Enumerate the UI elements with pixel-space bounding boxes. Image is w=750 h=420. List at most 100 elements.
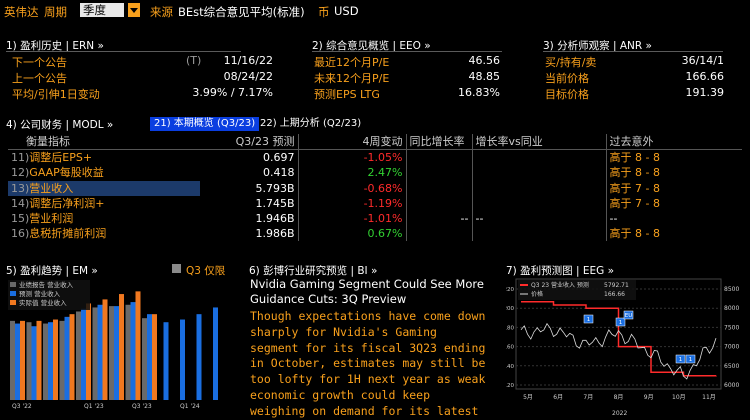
current-price-label: 当前价格 [545, 72, 589, 85]
bar-estimate [213, 307, 218, 400]
next-announce-flag: (T) [186, 54, 202, 67]
bar-actual [86, 303, 91, 400]
earnings-trend-header[interactable]: 5) 盈利趋势 | EM » [6, 265, 98, 277]
tab-previous-analysis[interactable]: 22) 上期分析 (Q2/23) [260, 118, 362, 129]
y-tick: 8000 [724, 305, 739, 312]
row-peer [471, 180, 606, 196]
x-tick: Q1 '23 [84, 403, 104, 410]
financials-header[interactable]: 4) 公司财务 | MODL » [6, 119, 114, 131]
row-yoy: -- [405, 211, 472, 227]
row-yoy [405, 149, 472, 166]
analyst-header[interactable]: 3) 分析师观察 | ANR » [543, 40, 652, 52]
legend-reported: 业绩报告 营业收入 [19, 280, 74, 289]
bar-reported [10, 320, 15, 400]
company-name: 英伟达 [4, 5, 39, 19]
target-price-label: 目标价格 [545, 88, 589, 101]
table-row[interactable]: 12)GAAP每股收益 0.418 2.47% 高于 8 - 8 [8, 165, 742, 181]
bar-reported [43, 323, 48, 400]
bar-actual [102, 299, 108, 400]
col-4wk-change[interactable]: 4周变动 [297, 134, 406, 151]
table-row[interactable]: 13)营业收入 5.793B -0.68% 高于 7 - 8 [8, 180, 742, 196]
table-row[interactable]: 14)调整后净利润+ 1.745B -1.19% 高于 7 - 8 [8, 195, 742, 212]
row-metric: 调整后净利润+ [29, 196, 105, 210]
row-peer [471, 149, 606, 166]
col-yoy[interactable]: 同比增长率 [405, 134, 472, 151]
bar-estimate [15, 323, 20, 400]
forecast-header[interactable]: 7) 盈利预测图 | EEG » [506, 265, 614, 277]
legend-swatch-actual [10, 300, 16, 305]
y2-tick: 120 [506, 383, 514, 389]
row-metric: 营业收入 [29, 181, 74, 195]
bar-actual [69, 314, 75, 400]
eps-ltg-value: 16.83% [458, 86, 500, 99]
trend-bars [10, 291, 218, 400]
bar-reported [76, 311, 81, 400]
bar-estimate [147, 314, 152, 400]
forward-pe-label: 未来12个月P/E [314, 72, 390, 85]
avg-move-label: 平均/引伸1日变动 [12, 88, 100, 101]
research-title[interactable]: Nvidia Gaming Segment Could See More Gui… [250, 277, 484, 306]
event-marker[interactable] [623, 310, 634, 320]
y2-tick: 160 [506, 345, 514, 351]
col-surprise[interactable]: 过去意外 [605, 134, 742, 151]
event-marker[interactable] [583, 314, 594, 324]
row-number: 11) [11, 151, 30, 165]
y-tick: 6000 [724, 382, 739, 389]
event-marker[interactable] [685, 354, 696, 364]
forecast-chart: 8500 220 8000 200 7500 180 7000 160 6500 140 6000 1… [506, 278, 739, 417]
divider [312, 51, 502, 52]
table-row[interactable]: 15)营业利润 1.946B -1.01% -- -- -- [8, 211, 742, 227]
x-tick: 7月 [583, 394, 593, 401]
source-value[interactable]: BEst综合意见平均(标准) [178, 5, 305, 19]
table-row[interactable]: 11)调整后EPS+ 0.697 -1.05% 高于 8 - 8 [8, 149, 742, 166]
top-bar: 英伟达 周期 季度 来源 BEst综合意见平均(标准) 币 USD [0, 0, 750, 22]
event-marker-label: 1 [587, 317, 591, 323]
financials-table: 衡量指标 Q3/23 预测 4周变动 同比增长率 增长率vs同业 过去意外 11… [8, 134, 742, 242]
row-estimate: 1.745B [255, 196, 295, 210]
bar-reported [142, 318, 147, 400]
row-number: 13) [11, 181, 30, 195]
tab-current-overview[interactable]: 21) 本期概览 (Q3/23) [150, 117, 260, 131]
event-marker[interactable] [615, 317, 626, 327]
currency-value[interactable]: USD [334, 4, 359, 18]
bar-actual [119, 294, 124, 400]
y2-tick: 140 [506, 364, 514, 370]
col-estimate[interactable]: Q3/23 预测 [200, 134, 298, 151]
consensus-header[interactable]: 2) 综合意见概览 | EEO » [312, 40, 431, 52]
row-peer: -- [471, 211, 606, 227]
table-row[interactable]: 16)息税折摊前利润 1.986B 0.67% 高于 8 - 8 [8, 226, 742, 242]
next-announce-date: 11/16/22 [223, 54, 273, 67]
x-tick: 9月 [644, 394, 654, 401]
earnings-trend-chart: 业绩报告 营业收入 预测 营业收入 实际值 营业收入 Q3 '22 Q1 '23… [8, 280, 218, 410]
eps-ltg-label: 预测EPS LTG [314, 88, 380, 101]
series-price-line [520, 322, 717, 380]
x-tick: 6月 [553, 394, 563, 401]
bar-estimate [97, 304, 103, 400]
row-peer [471, 165, 606, 181]
y2-tick: 220 [506, 287, 514, 293]
row-change: -0.68% [297, 180, 406, 196]
col-metric[interactable]: 衡量指标 [8, 134, 200, 151]
period-select[interactable]: 季度 [80, 3, 124, 17]
q3-only-toggle[interactable]: Q3 仅限 [186, 265, 226, 277]
event-marker[interactable] [675, 354, 686, 364]
row-number: 12) [11, 166, 30, 180]
legend-price: 价格 [531, 290, 543, 298]
bar-reported [125, 304, 131, 400]
row-estimate: 0.697 [263, 151, 295, 165]
table-header-row: 衡量指标 Q3/23 预测 4周变动 同比增长率 增长率vs同业 过去意外 [8, 134, 742, 151]
chevron-down-icon[interactable] [128, 3, 140, 17]
target-price-value: 191.39 [685, 86, 725, 99]
research-body: Though expectations have come down sharp… [250, 309, 486, 420]
y-tick: 7000 [724, 344, 739, 351]
x-tick: 8月 [614, 394, 624, 401]
col-vs-peer[interactable]: 增长率vs同业 [471, 134, 606, 151]
legend-box [518, 280, 636, 300]
current-price-value: 166.66 [685, 70, 725, 83]
next-announce-label: 下一个公告 [12, 56, 67, 69]
earnings-history-header[interactable]: 1) 盈利历史 | ERN » [6, 40, 104, 52]
checkbox-icon[interactable] [172, 264, 181, 273]
research-header[interactable]: 6) 彭博行业研究预览 | BI » [249, 265, 378, 277]
x-tick: 11月 [702, 394, 716, 401]
